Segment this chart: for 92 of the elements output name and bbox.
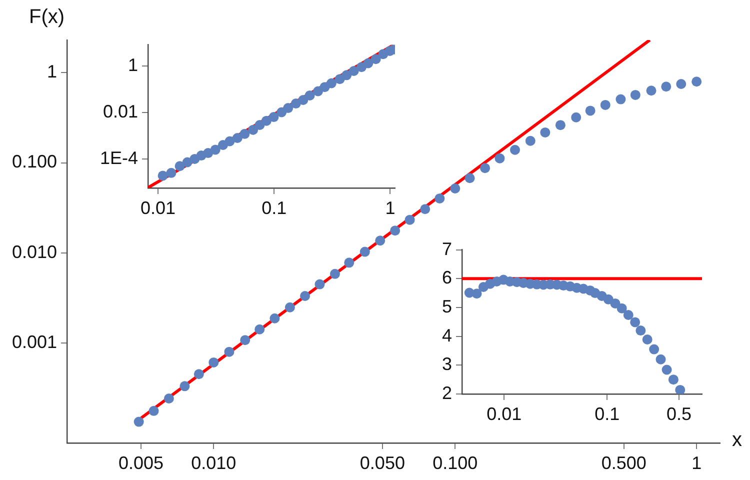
point <box>248 124 258 135</box>
x-tick-label: 0.500 <box>601 452 646 473</box>
point <box>480 163 490 174</box>
point <box>304 90 315 100</box>
y-tick-label: 1 <box>46 62 57 82</box>
x-tick-label: 0.1 <box>262 198 287 218</box>
point <box>540 127 550 138</box>
point <box>270 313 280 324</box>
point <box>342 70 352 80</box>
y-tick-label: 2 <box>442 382 452 403</box>
point <box>450 183 460 194</box>
point <box>363 58 374 68</box>
point <box>616 94 626 104</box>
point <box>240 335 250 346</box>
x-tick-label: 0.1 <box>594 404 620 424</box>
point <box>630 90 640 100</box>
point <box>232 132 242 143</box>
point <box>300 291 310 301</box>
point <box>283 103 294 114</box>
point <box>360 246 370 257</box>
y-axis-title: F(x) <box>29 6 65 29</box>
point <box>180 381 190 392</box>
point <box>314 279 325 290</box>
point <box>642 334 652 344</box>
y-tick-label: 0.100 <box>12 152 57 172</box>
point <box>174 161 185 172</box>
point <box>649 344 660 354</box>
point <box>284 302 295 312</box>
point <box>668 374 678 385</box>
point <box>194 369 204 380</box>
point <box>261 116 272 126</box>
point <box>610 298 620 308</box>
point <box>616 303 627 314</box>
x-tick-label: 1 <box>385 198 396 218</box>
point <box>555 120 566 130</box>
x-tick-label: 0.01 <box>140 198 176 218</box>
point <box>630 317 640 328</box>
point <box>494 153 505 164</box>
point <box>164 394 174 404</box>
point <box>290 98 301 109</box>
point <box>166 168 176 178</box>
point <box>623 310 634 320</box>
point <box>510 144 520 155</box>
point <box>224 346 234 357</box>
point <box>210 144 220 155</box>
y-tick-label: 3 <box>442 354 452 374</box>
x-tick-label: 0.050 <box>360 452 405 473</box>
point <box>134 416 144 427</box>
y-tick-label: 0.001 <box>12 332 57 352</box>
point <box>326 78 336 88</box>
point <box>268 112 279 122</box>
point <box>240 128 250 139</box>
x-axis-title: x <box>732 429 742 452</box>
y-tick-label: 1E-4 <box>100 148 138 168</box>
point <box>420 204 430 214</box>
point <box>676 78 686 89</box>
point <box>344 258 354 268</box>
point <box>585 106 596 116</box>
point <box>148 406 159 416</box>
y-tick-label: 1 <box>128 55 138 76</box>
point <box>656 354 666 364</box>
y-tick-label: 6 <box>442 268 452 288</box>
point <box>375 236 386 246</box>
x-tick-label: 1 <box>692 452 702 473</box>
y-tick-label: 5 <box>442 296 452 316</box>
y-tick-label: 0.010 <box>12 242 57 262</box>
point <box>472 288 482 299</box>
point <box>646 86 656 96</box>
y-tick-label: 4 <box>442 325 452 346</box>
point <box>404 214 415 225</box>
point <box>464 173 475 184</box>
y-tick-label: 0.01 <box>102 102 138 122</box>
point <box>662 364 672 375</box>
x-tick-label: 0.005 <box>118 452 164 473</box>
x-tick-label: 0.010 <box>191 452 236 473</box>
point <box>636 326 646 336</box>
point <box>330 268 340 279</box>
point <box>370 54 381 64</box>
x-tick-label: 0.5 <box>666 404 692 424</box>
y-tick-label: 7 <box>442 238 452 259</box>
point <box>571 112 582 122</box>
point <box>675 384 686 394</box>
point <box>600 100 610 110</box>
point <box>348 66 359 76</box>
point <box>434 193 445 204</box>
point <box>692 76 702 87</box>
x-tick-label: 0.01 <box>486 404 522 424</box>
point <box>390 226 400 236</box>
point <box>525 136 536 146</box>
point <box>254 324 265 334</box>
point <box>208 357 219 368</box>
point <box>661 82 672 92</box>
